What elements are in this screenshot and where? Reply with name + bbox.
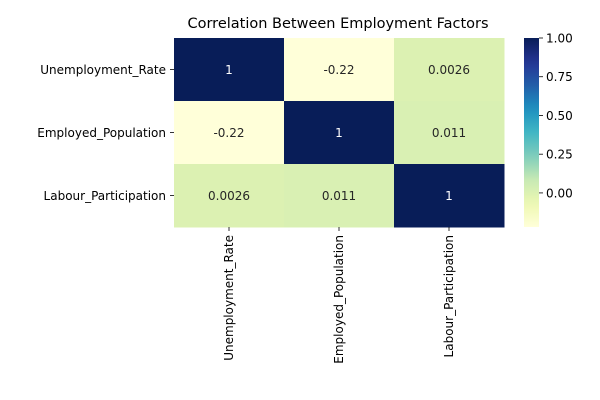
colorbar-gradient (524, 38, 539, 227)
cell-value-label: 0.011 (322, 189, 356, 203)
cell-value-label: 0.0026 (208, 189, 250, 203)
colorbar-tick-label: 0.75 (546, 70, 573, 84)
heatmap-cells: 1 -0.22 0.0026 -0.22 1 0.011 0.0026 0.011 1 (174, 38, 505, 228)
heatmap-cell (394, 101, 505, 165)
row-label: Labour_Participation (44, 189, 166, 203)
heatmap-cell (174, 164, 285, 228)
heatmap-cell (174, 38, 285, 102)
colorbar-tick-label: 1.00 (546, 32, 573, 46)
cell-value-label: 0.0026 (428, 63, 470, 77)
cell-value-label: -0.22 (323, 63, 354, 77)
heatmap-cell (284, 164, 395, 228)
cell-value-label: 1 (335, 126, 343, 140)
heatmap-cell (394, 164, 505, 228)
column-label: Employed_Population (332, 235, 346, 364)
cell-value-label: 1 (225, 63, 233, 77)
column-labels: Unemployment_Rate Employed_Population Labo… (222, 227, 456, 364)
cell-value-label: 0.011 (432, 126, 466, 140)
cell-value-label: -0.22 (213, 126, 244, 140)
row-label: Employed_Population (37, 126, 166, 140)
column-label: Labour_Participation (442, 235, 456, 357)
colorbar: 1.00 0.75 0.50 0.25 0.00 (524, 32, 573, 227)
colorbar-tick-label: 0.00 (546, 186, 573, 200)
colorbar-tick-label: 0.50 (546, 109, 573, 123)
row-label: Unemployment_Rate (40, 63, 166, 77)
row-labels: Unemployment_Rate Employed_Population Labo… (37, 63, 174, 203)
heatmap-cell (394, 38, 505, 102)
heatmap-cell (174, 101, 285, 165)
heatmap-cell (284, 101, 395, 165)
chart-title: Correlation Between Employment Factors (187, 16, 488, 32)
heatmap-cell (284, 38, 395, 102)
colorbar-tick-label: 0.25 (546, 148, 573, 162)
cell-value-label: 1 (445, 189, 453, 203)
column-label: Unemployment_Rate (222, 235, 236, 361)
